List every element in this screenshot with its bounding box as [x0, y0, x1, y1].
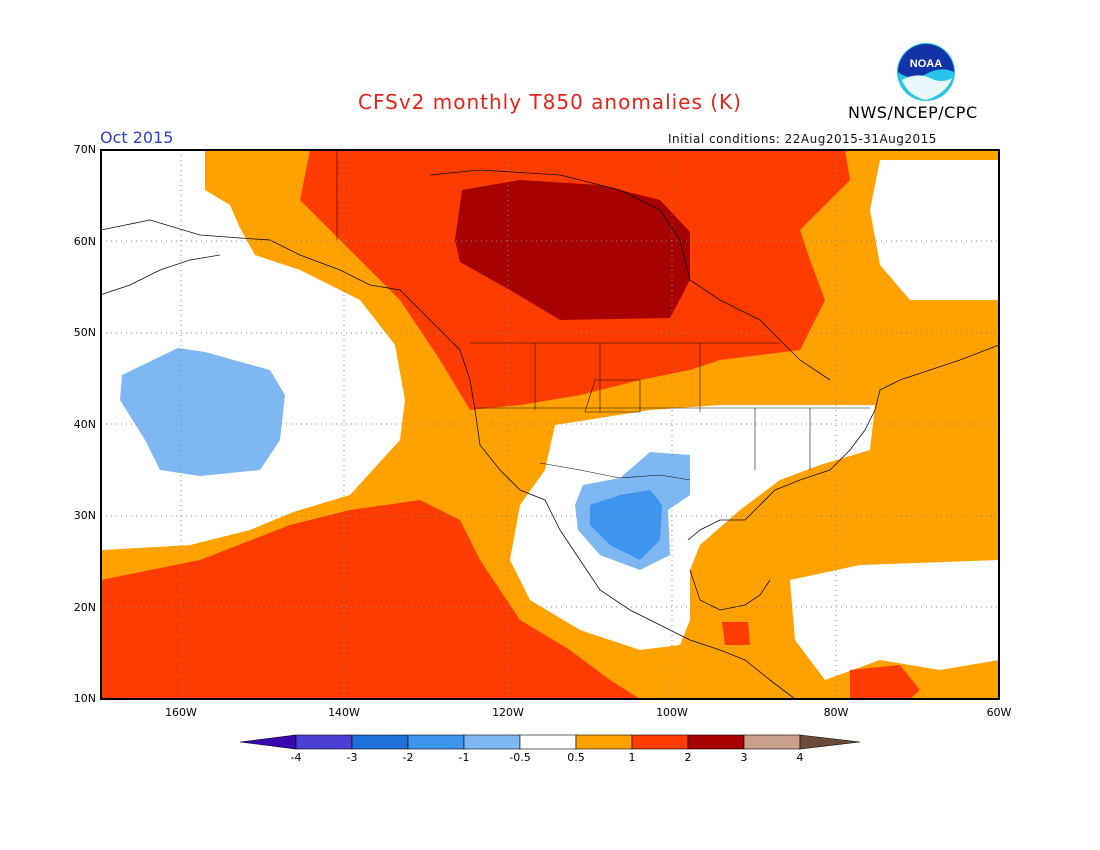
noaa-logo: NOAA: [897, 43, 955, 101]
colorbar-segment-above-4: [799, 734, 861, 750]
logo-text: NOAA: [910, 58, 942, 70]
anomaly-region-red-honduras: [722, 622, 750, 645]
coastlines: [99, 169, 1000, 700]
colorbar-segment: [463, 734, 521, 750]
neutral-region-caribbean: [790, 560, 999, 680]
colorbar-segment: [687, 734, 745, 750]
colorbar-label: -2: [402, 751, 414, 764]
political-borders: [336, 150, 870, 481]
lon-label: 100W: [656, 706, 688, 719]
initial-conditions: Initial conditions: 22Aug2015-31Aug2015: [668, 132, 937, 146]
chart-title: CFSv2 monthly T850 anomalies (K): [358, 90, 742, 114]
lat-label: 30N: [73, 509, 96, 522]
colorbar-segment: [407, 734, 465, 750]
colorbar: [239, 734, 861, 750]
colorbar-segment: [351, 734, 409, 750]
colorbar-label: -1: [458, 751, 470, 764]
lat-label: 40N: [73, 418, 96, 431]
anomaly-region-blue-mexico: [590, 490, 662, 560]
lat-label: 20N: [73, 601, 96, 614]
neutral-region-atlantic: [870, 160, 999, 300]
target-month: Oct 2015: [100, 128, 174, 147]
colorbar-segment: [631, 734, 689, 750]
colorbar-label: -0.5: [509, 751, 531, 764]
anomaly-region-darkred: [455, 180, 690, 320]
lon-label: 60W: [986, 706, 1012, 719]
organization-label: NWS/NCEP/CPC: [848, 103, 978, 122]
anomaly-region-red-pacific: [101, 500, 640, 699]
colorbar-label: 2: [684, 751, 692, 764]
lon-label: 140W: [328, 706, 360, 719]
anomaly-region-red-caribbean: [850, 665, 920, 699]
lon-label: 80W: [823, 706, 849, 719]
neutral-region-central-us: [510, 405, 875, 650]
lat-label: 10N: [73, 692, 96, 705]
anomaly-region-lightblue-pacific: [120, 348, 285, 476]
colorbar-label: 1: [628, 751, 636, 764]
lon-label: 160W: [165, 706, 197, 719]
lon-label: 120W: [492, 706, 524, 719]
colorbar-segment-below-neg4: [239, 734, 297, 750]
colorbar-segment: [743, 734, 801, 750]
colorbar-segment: [575, 734, 633, 750]
colorbar-label: -3: [346, 751, 358, 764]
lat-label: 50N: [73, 326, 96, 339]
lat-label: 60N: [73, 235, 96, 248]
colorbar-label: -4: [290, 751, 302, 764]
map-frame: [100, 149, 1000, 700]
colorbar-segment: [295, 734, 353, 750]
colorbar-label: 3: [740, 751, 748, 764]
colorbar-label: 0.5: [567, 751, 585, 764]
lat-label: 70N: [73, 143, 96, 156]
colorbar-label: 4: [796, 751, 804, 764]
colorbar-segment: [519, 734, 577, 750]
